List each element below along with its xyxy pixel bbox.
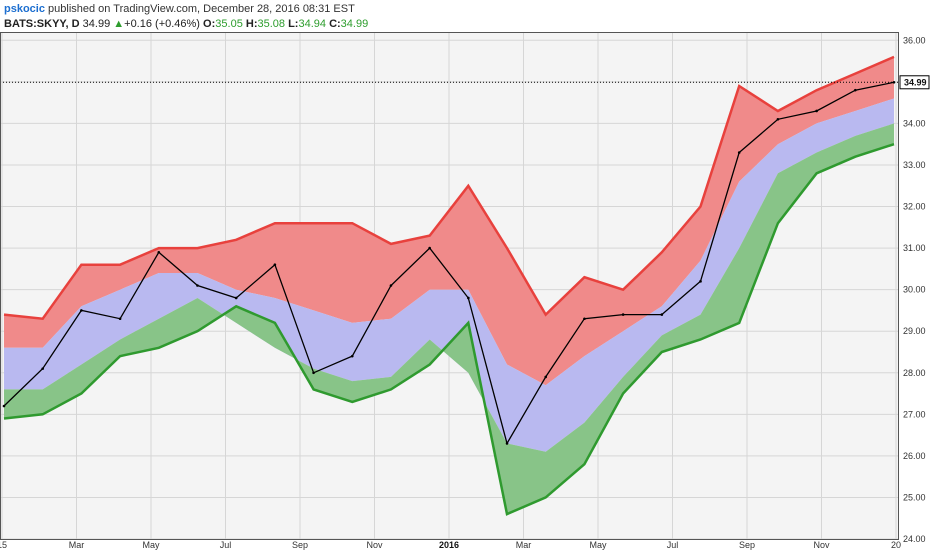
y-tick-label: 30.00 — [903, 285, 926, 295]
price-point — [505, 442, 509, 445]
bands — [3, 55, 895, 516]
price-point — [196, 284, 199, 287]
price-point — [583, 317, 586, 321]
price-change: +0.16 (+0.46%) — [124, 18, 200, 30]
x-axis[interactable]: 15 Mar May Jul Sep Nov 2016 Mar May Jul Sep Nov 20 — [0, 540, 901, 550]
x-tick-label: Mar — [69, 540, 85, 550]
y-tick-label: 28.00 — [903, 368, 926, 378]
open-value: 35.05 — [215, 18, 243, 30]
y-tick-label: 34.00 — [903, 118, 926, 128]
x-tick-label: Jul — [220, 540, 232, 550]
upper-band-area — [4, 56, 894, 386]
x-tick-label: Sep — [292, 540, 308, 550]
chart-header: pskocic published on TradingView.com, De… — [4, 2, 368, 32]
price-point — [776, 117, 780, 121]
x-tick-label: Nov — [813, 540, 830, 550]
price-point — [157, 250, 161, 254]
x-tick-label: Mar — [516, 540, 532, 550]
price-point — [621, 313, 625, 316]
high-value: 35.08 — [257, 18, 286, 30]
price-point — [118, 317, 122, 321]
y-tick-label: 33.00 — [903, 160, 926, 170]
x-tick-label: May — [589, 540, 607, 550]
last-price: 34.99 — [82, 18, 111, 30]
y-tick-label: 25.00 — [903, 492, 926, 502]
x-tick-label: Jul — [667, 540, 679, 550]
middle-band-area — [4, 98, 894, 452]
lower-band-line — [3, 143, 895, 516]
price-point — [41, 367, 44, 370]
y-tick-label: 36.00 — [903, 35, 926, 45]
close-label: C: — [329, 18, 341, 30]
price-point — [660, 313, 664, 316]
price-tag: 34.99 — [899, 75, 930, 90]
price-point — [273, 263, 277, 267]
y-tick-label: 31.00 — [903, 243, 926, 253]
price-point — [234, 296, 238, 300]
symbol-line: BATS:SKYY, D 34.99 ▲+0.16 (+0.46%) O:35.… — [4, 17, 368, 32]
price-point — [350, 354, 354, 358]
price-point — [389, 284, 393, 287]
price-point — [2, 404, 6, 408]
upper-band-line — [3, 55, 895, 321]
price-point — [737, 151, 741, 154]
y-tick-label: 24.00 — [903, 534, 926, 544]
y-tick-label: 32.00 — [903, 202, 926, 212]
x-tick-label: May — [142, 540, 160, 550]
open-label: O: — [203, 18, 216, 30]
lower-band-area — [4, 123, 894, 515]
y-tick-label: 29.00 — [903, 326, 926, 336]
x-tick-label: 20 — [891, 540, 901, 550]
price-point — [854, 88, 857, 92]
price-line — [3, 81, 895, 446]
y-tick-label: 26.00 — [903, 451, 926, 461]
price-point — [80, 309, 83, 312]
publish-line: pskocic published on TradingView.com, De… — [4, 2, 368, 17]
price-point — [815, 109, 818, 113]
low-label: L: — [288, 18, 299, 30]
low-value: 34.94 — [298, 18, 326, 30]
y-tick-label: 27.00 — [903, 409, 926, 419]
up-arrow-icon: ▲ — [113, 18, 125, 30]
high-label: H: — [245, 18, 258, 30]
close-value: 34.99 — [340, 18, 369, 30]
author-link[interactable]: pskocic — [4, 3, 45, 15]
price-point — [544, 375, 548, 379]
price-point — [467, 296, 470, 300]
price-point — [699, 280, 702, 283]
x-tick-label: Nov — [366, 540, 383, 550]
x-tick-label: 15 — [0, 540, 7, 550]
y-axis[interactable]: 24.00 25.00 26.00 27.00 28.00 29.00 30.00 31.00… — [903, 35, 926, 544]
price-series — [2, 80, 896, 446]
price-point — [428, 246, 431, 250]
x-tick-label: Sep — [739, 540, 755, 550]
plot-border — [0, 32, 899, 540]
svg-text:34.99: 34.99 — [904, 77, 927, 87]
publish-info: published on TradingView.com, December 2… — [44, 3, 355, 15]
price-point — [312, 371, 315, 375]
x-tick-label: 2016 — [439, 540, 459, 550]
symbol-label[interactable]: BATS:SKYY, D — [4, 18, 80, 30]
